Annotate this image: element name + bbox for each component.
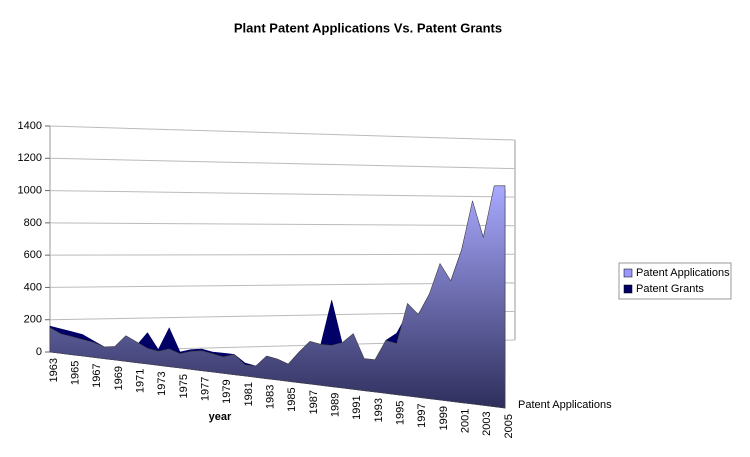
x-tick-label: 1973 [156, 371, 168, 395]
legend: Patent Applications Patent Grants [618, 262, 732, 300]
x-tick-label: 1989 [330, 393, 342, 417]
grid: 0 200 400 600 800 1000 1200 1400 [18, 120, 516, 358]
x-tick-label: 1977 [200, 377, 212, 401]
x-tick-label: 1963 [48, 358, 60, 382]
legend-box [618, 262, 732, 300]
grid-line [49, 125, 516, 141]
x-tick-label: 1981 [243, 382, 255, 406]
chart-title: Plant Patent Applications Vs. Patent Gra… [234, 20, 502, 35]
x-tick-label: 2005 [503, 414, 515, 438]
legend-swatch [623, 268, 633, 278]
grid-line [49, 222, 516, 227]
x-tick-label: 2001 [460, 409, 472, 433]
legend-label: Patent Applications [636, 267, 730, 279]
depth-axis-label: Patent Applications [518, 399, 612, 411]
x-tick-label: 1987 [308, 390, 320, 414]
y-tick-label: 1200 [18, 152, 42, 164]
grid-line [49, 253, 516, 256]
x-tick-label: 1985 [286, 387, 298, 411]
x-tick-label: 1995 [395, 401, 407, 425]
y-tick-label: 1400 [18, 120, 42, 132]
grid-line [49, 157, 516, 170]
x-tick-label: 2003 [481, 411, 493, 435]
y-tick-label: 800 [24, 217, 42, 229]
x-tick-label: 1967 [91, 363, 103, 387]
x-tick-label: 1997 [416, 403, 428, 427]
x-tick-label: 1965 [70, 361, 82, 385]
x-tick-label: 1969 [113, 366, 125, 390]
legend-swatch [623, 284, 633, 294]
y-tick-label: 600 [24, 249, 42, 261]
area [49, 185, 506, 409]
x-tick-label: 1983 [265, 385, 277, 409]
legend-label: Patent Grants [636, 283, 704, 295]
grid-line [49, 190, 516, 198]
x-tick-label: 1975 [178, 374, 190, 398]
x-tick-label: 1979 [221, 379, 233, 403]
y-tick-label: 0 [36, 346, 42, 358]
x-axis-title: year [209, 411, 232, 423]
x-tick-label: 1991 [351, 395, 363, 419]
x-tick-label: 1999 [438, 406, 450, 430]
y-tick-label: 200 [24, 314, 42, 326]
y-tick-label: 1000 [18, 184, 42, 196]
x-tick-label: 1971 [135, 369, 147, 393]
plot: 1963 1965 1967 1969 1971 1973 1975 1977 1979 1981… [48, 185, 515, 438]
y-tick-label: 400 [24, 281, 42, 293]
x-tick-label: 1993 [373, 398, 385, 422]
